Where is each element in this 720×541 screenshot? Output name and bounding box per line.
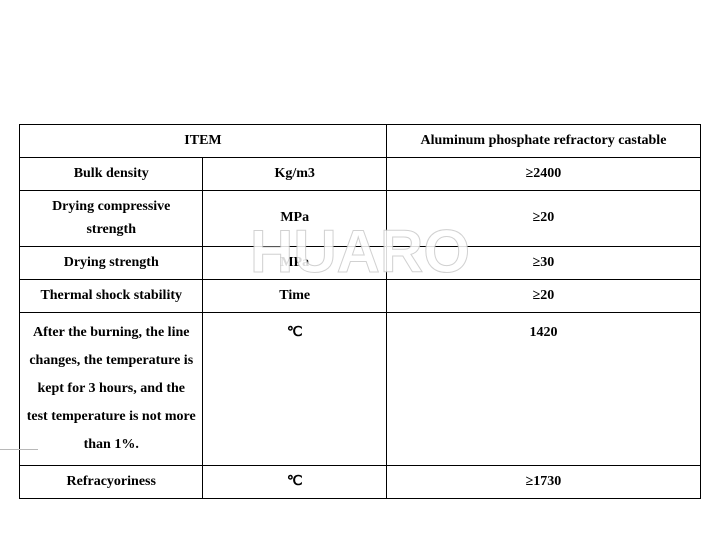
table-header-row: ITEM Aluminum phosphate refractory casta… bbox=[20, 125, 701, 158]
decorative-rule bbox=[0, 449, 38, 450]
cell-value: ≥20 bbox=[386, 279, 700, 312]
header-value: Aluminum phosphate refractory castable bbox=[386, 125, 700, 158]
cell-item: Drying compressive strength bbox=[20, 190, 203, 247]
table-row: Drying compressive strength MPa ≥20 bbox=[20, 190, 701, 247]
header-item: ITEM bbox=[20, 125, 387, 158]
table-row: Thermal shock stability Time ≥20 bbox=[20, 279, 701, 312]
table-row: Refracyoriness ℃ ≥1730 bbox=[20, 465, 701, 498]
cell-item: Thermal shock stability bbox=[20, 279, 203, 312]
cell-unit: ℃ bbox=[203, 312, 386, 465]
table-row: Drying strength MPa ≥30 bbox=[20, 247, 701, 280]
table-row: After the burning, the line changes, the… bbox=[20, 312, 701, 465]
cell-item: Refracyoriness bbox=[20, 465, 203, 498]
cell-unit: MPa bbox=[203, 247, 386, 280]
cell-unit: ℃ bbox=[203, 465, 386, 498]
cell-item: Drying strength bbox=[20, 247, 203, 280]
cell-item: Bulk density bbox=[20, 157, 203, 190]
cell-value: ≥2400 bbox=[386, 157, 700, 190]
spec-table: ITEM Aluminum phosphate refractory casta… bbox=[19, 124, 701, 499]
cell-unit: Time bbox=[203, 279, 386, 312]
cell-value: ≥20 bbox=[386, 190, 700, 247]
spec-table-container: ITEM Aluminum phosphate refractory casta… bbox=[19, 124, 701, 499]
table-row: Bulk density Kg/m3 ≥2400 bbox=[20, 157, 701, 190]
cell-item: After the burning, the line changes, the… bbox=[20, 312, 203, 465]
cell-unit: Kg/m3 bbox=[203, 157, 386, 190]
cell-value: ≥1730 bbox=[386, 465, 700, 498]
cell-value: ≥30 bbox=[386, 247, 700, 280]
cell-value: 1420 bbox=[386, 312, 700, 465]
cell-unit: MPa bbox=[203, 190, 386, 247]
